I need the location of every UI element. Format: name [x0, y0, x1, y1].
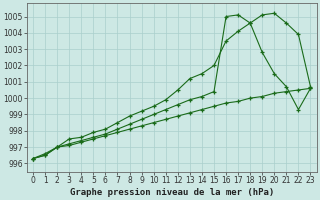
X-axis label: Graphe pression niveau de la mer (hPa): Graphe pression niveau de la mer (hPa)	[70, 188, 274, 197]
